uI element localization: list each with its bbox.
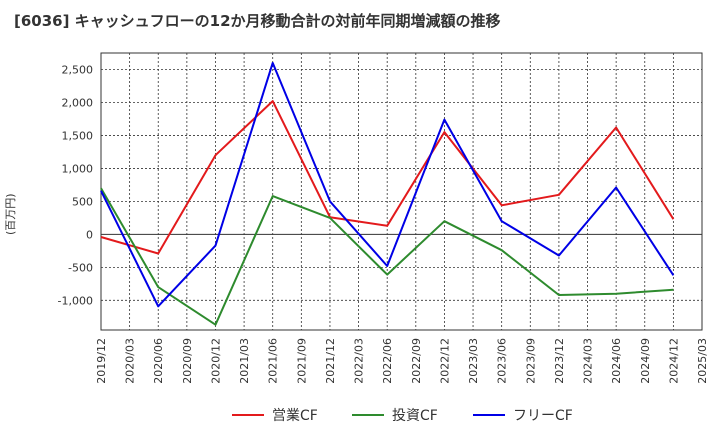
x-tick-label: 2020/09 <box>181 338 194 384</box>
x-tick-label: 2021/12 <box>324 338 337 384</box>
x-tick-label: 2021/06 <box>267 338 280 384</box>
x-tick-label: 2024/12 <box>667 338 680 384</box>
series-line-2 <box>100 187 674 326</box>
x-tick-label: 2022/06 <box>381 338 394 384</box>
x-tick-label: 2024/03 <box>582 338 595 384</box>
x-tick-label: 2022/09 <box>410 338 423 384</box>
x-tick-label: 2023/12 <box>553 338 566 384</box>
chart-title: [6036] キャッシュフローの12か月移動合計の対前年同期増減額の推移 <box>14 12 501 30</box>
x-tick-label: 2023/06 <box>496 338 509 384</box>
y-tick-label: 1,500 <box>62 129 94 142</box>
x-tick-label: 2022/12 <box>438 338 451 384</box>
x-tick-label: 2023/09 <box>524 338 537 384</box>
y-tick-label: 2,000 <box>62 96 94 109</box>
series-line-1 <box>100 100 675 255</box>
x-tick-label: 2021/09 <box>295 338 308 384</box>
x-tick-label: 2020/03 <box>124 338 137 384</box>
x-tick-label: 2025/03 <box>696 338 709 384</box>
x-tick-label: 2019/12 <box>95 338 108 384</box>
series-line-3 <box>100 61 675 308</box>
x-tick-label: 2020/12 <box>209 338 222 384</box>
legend-label-1: 営業CF <box>272 408 318 424</box>
legend-label-2: 投資CF <box>392 408 438 424</box>
y-tick-label: 0 <box>86 228 93 241</box>
x-tick-label: 2020/06 <box>152 338 165 384</box>
y-tick-label: 1,000 <box>62 162 94 175</box>
x-tick-label: 2022/03 <box>353 338 366 384</box>
legend-label-3: フリーCF <box>513 408 573 424</box>
x-tick-label: 2023/03 <box>467 338 480 384</box>
y-tick-label: 500 <box>72 195 93 208</box>
x-tick-label: 2024/06 <box>610 338 623 384</box>
y-tick-label: -1,000 <box>58 294 93 307</box>
x-tick-label: 2021/03 <box>238 338 251 384</box>
y-tick-label: -500 <box>68 261 93 274</box>
x-tick-label: 2024/09 <box>639 338 652 384</box>
y-tick-label: 2,500 <box>62 63 94 76</box>
